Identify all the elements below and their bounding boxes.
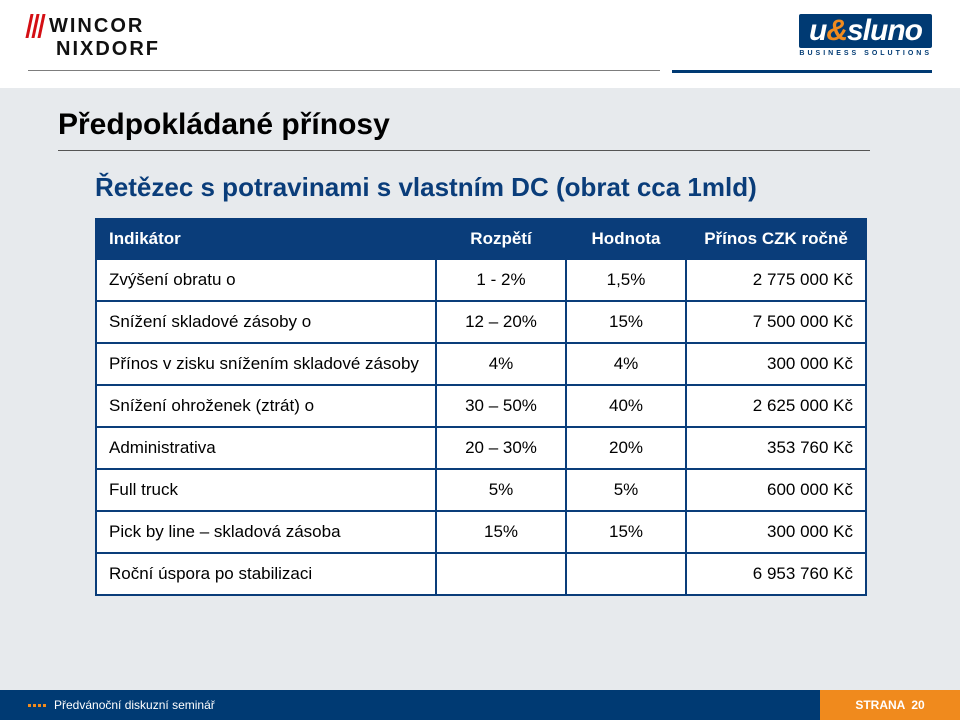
cell-value: 5% bbox=[566, 469, 686, 511]
header: WINCOR NIXDORF u&sluno BUSINESS SOLUTION… bbox=[0, 0, 960, 88]
wn-bars-icon bbox=[28, 14, 43, 38]
footer-right: STRANA 20 bbox=[820, 690, 960, 720]
table-row-total: Roční úspora po stabilizaci 6 953 760 Kč bbox=[96, 553, 866, 595]
logo-right-main-2: sluno bbox=[847, 14, 922, 47]
footer: Předvánoční diskuzní seminář STRANA 20 bbox=[0, 690, 960, 720]
footer-left-text: Předvánoční diskuzní seminář bbox=[54, 698, 215, 712]
cell-range: 12 – 20% bbox=[436, 301, 566, 343]
table-row: Pick by line – skladová zásoba 15% 15% 3… bbox=[96, 511, 866, 553]
cell-range: 1 - 2% bbox=[436, 259, 566, 301]
cell-range: 15% bbox=[436, 511, 566, 553]
cell-value: 15% bbox=[566, 511, 686, 553]
logo-right-main-amp: & bbox=[826, 14, 847, 47]
cell-indicator: Snížení ohroženek (ztrát) o bbox=[96, 385, 436, 427]
cell-value: 20% bbox=[566, 427, 686, 469]
logo-right-sub: BUSINESS SOLUTIONS bbox=[799, 50, 932, 57]
table-row: Snížení skladové zásoby o 12 – 20% 15% 7… bbox=[96, 301, 866, 343]
footer-right-page: 20 bbox=[911, 698, 924, 712]
cell-benefit: 600 000 Kč bbox=[686, 469, 866, 511]
table-row: Snížení ohroženek (ztrát) o 30 – 50% 40%… bbox=[96, 385, 866, 427]
cell-value: 40% bbox=[566, 385, 686, 427]
cell-benefit: 2 775 000 Kč bbox=[686, 259, 866, 301]
cell-range: 30 – 50% bbox=[436, 385, 566, 427]
cell-indicator: Administrativa bbox=[96, 427, 436, 469]
cell-indicator: Pick by line – skladová zásoba bbox=[96, 511, 436, 553]
col-benefit: Přínos CZK ročně bbox=[686, 219, 866, 259]
col-value: Hodnota bbox=[566, 219, 686, 259]
benefits-table: Indikátor Rozpětí Hodnota Přínos CZK roč… bbox=[95, 218, 867, 596]
cell-indicator: Přínos v zisku snížením skladové zásoby bbox=[96, 343, 436, 385]
logo-right-main: u&sluno bbox=[799, 14, 932, 48]
cell-benefit: 6 953 760 Kč bbox=[686, 553, 866, 595]
page-subtitle: Řetězec s potravinami s vlastním DC (obr… bbox=[95, 172, 757, 203]
footer-dots-icon bbox=[28, 704, 46, 707]
logo-left-line2: NIXDORF bbox=[56, 38, 160, 61]
cell-range: 20 – 30% bbox=[436, 427, 566, 469]
logo-left-line1: WINCOR bbox=[49, 15, 144, 38]
page-title: Předpokládané přínosy bbox=[58, 108, 390, 142]
table-row: Full truck 5% 5% 600 000 Kč bbox=[96, 469, 866, 511]
table-row: Zvýšení obratu o 1 - 2% 1,5% 2 775 000 K… bbox=[96, 259, 866, 301]
title-rule bbox=[58, 150, 870, 151]
cell-indicator: Snížení skladové zásoby o bbox=[96, 301, 436, 343]
cell-value: 1,5% bbox=[566, 259, 686, 301]
logo-right-main-1: u bbox=[809, 14, 826, 47]
col-indicator: Indikátor bbox=[96, 219, 436, 259]
cell-benefit: 300 000 Kč bbox=[686, 511, 866, 553]
cell-range: 4% bbox=[436, 343, 566, 385]
cell-value: 4% bbox=[566, 343, 686, 385]
benefits-table-wrap: Indikátor Rozpětí Hodnota Přínos CZK roč… bbox=[95, 218, 865, 596]
cell-range bbox=[436, 553, 566, 595]
logo-wincor-nixdorf: WINCOR NIXDORF bbox=[28, 14, 160, 61]
logo-usluno: u&sluno BUSINESS SOLUTIONS bbox=[799, 14, 932, 57]
cell-indicator: Zvýšení obratu o bbox=[96, 259, 436, 301]
table-header-row: Indikátor Rozpětí Hodnota Přínos CZK roč… bbox=[96, 219, 866, 259]
table-row: Přínos v zisku snížením skladové zásoby … bbox=[96, 343, 866, 385]
cell-benefit: 2 625 000 Kč bbox=[686, 385, 866, 427]
cell-value: 15% bbox=[566, 301, 686, 343]
cell-indicator: Full truck bbox=[96, 469, 436, 511]
slide: WINCOR NIXDORF u&sluno BUSINESS SOLUTION… bbox=[0, 0, 960, 720]
footer-right-label: STRANA bbox=[855, 698, 905, 712]
logo-left-top: WINCOR bbox=[28, 14, 160, 38]
footer-left: Předvánoční diskuzní seminář bbox=[0, 690, 820, 720]
cell-range: 5% bbox=[436, 469, 566, 511]
col-range: Rozpětí bbox=[436, 219, 566, 259]
table-row: Administrativa 20 – 30% 20% 353 760 Kč bbox=[96, 427, 866, 469]
header-rule bbox=[28, 70, 660, 71]
cell-benefit: 7 500 000 Kč bbox=[686, 301, 866, 343]
cell-benefit: 300 000 Kč bbox=[686, 343, 866, 385]
cell-indicator: Roční úspora po stabilizaci bbox=[96, 553, 436, 595]
cell-benefit: 353 760 Kč bbox=[686, 427, 866, 469]
cell-value bbox=[566, 553, 686, 595]
header-rule-right bbox=[672, 70, 932, 73]
